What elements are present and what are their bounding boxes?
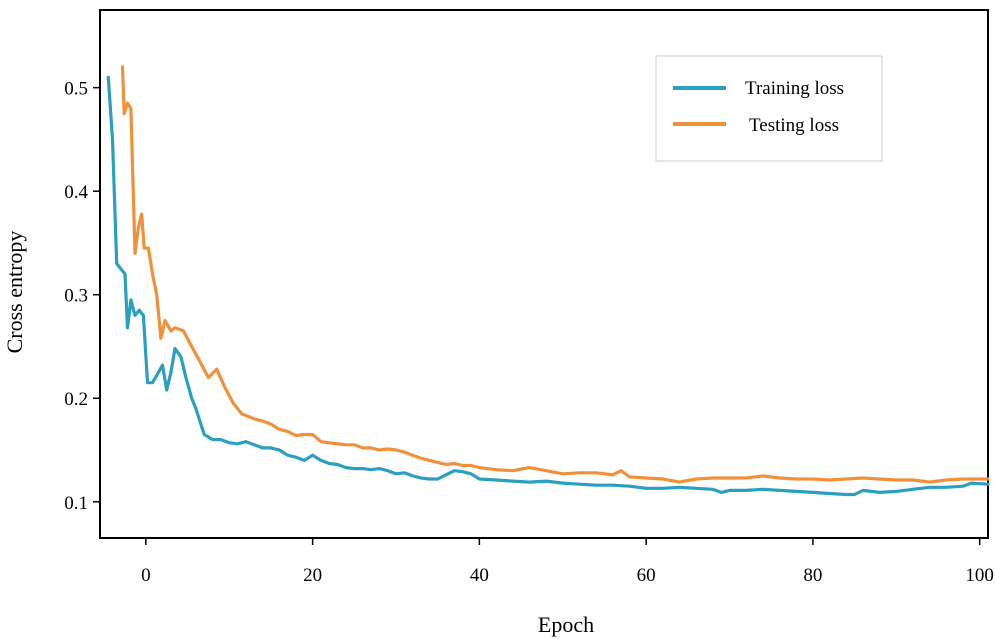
y-tick-label: 0.5 — [64, 79, 88, 100]
x-tick-label: 80 — [803, 565, 822, 586]
y-axis-title: Cross entropy — [2, 231, 27, 354]
x-tick-label: 60 — [637, 565, 656, 586]
series-lines — [106, 65, 990, 497]
testing-loss-line — [120, 65, 990, 484]
y-tick-label: 0.2 — [64, 389, 88, 410]
legend-label-testing: Testing loss — [749, 115, 839, 136]
x-tick-label: 40 — [470, 565, 489, 586]
legend-label-training: Training loss — [745, 78, 844, 99]
x-axis-title: Epoch — [538, 612, 594, 637]
x-tick-label: 20 — [303, 565, 322, 586]
y-tick-label: 0.4 — [64, 182, 88, 203]
y-tick-label: 0.1 — [64, 493, 88, 514]
x-tick-label: 0 — [141, 565, 151, 586]
training-loss-line — [106, 75, 990, 497]
x-axis-ticks: 0 20 40 60 80 100 — [141, 538, 994, 586]
legend-box — [655, 55, 883, 162]
y-tick-label: 0.3 — [64, 286, 88, 307]
y-axis-ticks: 0.1 0.2 0.3 0.4 0.5 — [64, 79, 100, 514]
x-tick-label: 100 — [965, 565, 994, 586]
legend: Training loss Testing loss — [655, 55, 883, 162]
